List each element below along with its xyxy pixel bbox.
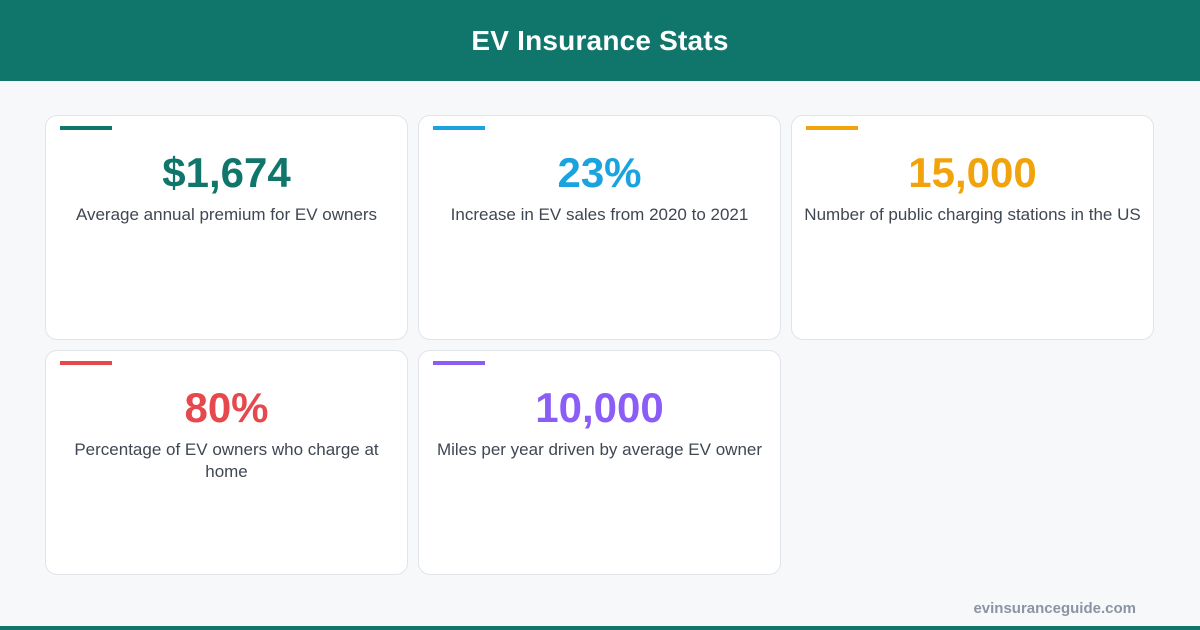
footer-bar xyxy=(0,626,1200,630)
stat-value: 10,000 xyxy=(535,384,664,431)
card-accent-bar xyxy=(806,126,858,130)
header-banner: EV Insurance Stats xyxy=(0,0,1200,81)
stat-value: 15,000 xyxy=(908,149,1037,196)
stat-label: Average annual premium for EV owners xyxy=(75,205,378,224)
stat-label: Increase in EV sales from 2020 to 2021 xyxy=(450,205,749,224)
stat-card-charging-stations: 15,000 Number of public charging station… xyxy=(791,115,1154,340)
stat-value: 80% xyxy=(184,384,269,431)
stat-value: $1,674 xyxy=(162,149,291,196)
stat-card-average-premium: $1,674 Average annual premium for EV own… xyxy=(45,115,408,340)
card-accent-bar xyxy=(433,361,485,365)
stat-label: Miles per year driven by average EV owne… xyxy=(436,440,763,459)
card-accent-bar xyxy=(433,126,485,130)
stat-card-home-charging: 80% Percentage of EV owners who charge a… xyxy=(45,350,408,575)
card-accent-bar xyxy=(60,126,112,130)
stat-card-miles-per-year: 10,000 Miles per year driven by average … xyxy=(418,350,781,575)
stat-label: Number of public charging stations in th… xyxy=(804,205,1141,224)
stat-card-ev-sales-increase: 23% Increase in EV sales from 2020 to 20… xyxy=(418,115,781,340)
card-accent-bar xyxy=(60,361,112,365)
stat-label: Percentage of EV owners who charge at ho… xyxy=(74,440,379,481)
page-title: EV Insurance Stats xyxy=(471,24,729,56)
site-url: evinsuranceguide.com xyxy=(973,600,1136,617)
stat-value: 23% xyxy=(557,149,642,196)
